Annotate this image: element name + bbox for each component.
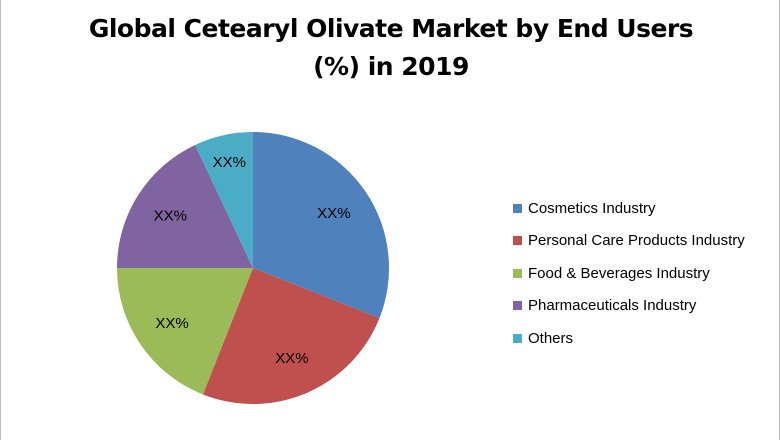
legend-label: Others xyxy=(528,329,574,347)
legend-item: Others xyxy=(513,322,745,355)
legend-item: Personal Care Products Industry xyxy=(513,225,745,258)
title-line-1: Global Cetearyl Olivate Market by End Us… xyxy=(88,14,694,43)
data-label-3: XX% xyxy=(154,208,187,225)
legend: Cosmetics Industry Personal Care Products… xyxy=(513,192,745,355)
data-label-2: XX% xyxy=(155,315,188,332)
legend-swatch xyxy=(513,236,522,246)
legend-item: Pharmaceuticals Industry xyxy=(513,290,745,323)
legend-label: Personal Care Products Industry xyxy=(528,232,745,250)
chart-title: Global Cetearyl Olivate Market by End Us… xyxy=(1,10,779,86)
pie-slice-3 xyxy=(117,144,253,268)
legend-label: Pharmaceuticals Industry xyxy=(528,297,697,315)
legend-swatch xyxy=(513,301,522,311)
data-label-1: XX% xyxy=(275,350,308,367)
pie-slice-4 xyxy=(195,132,253,268)
legend-item: Food & Beverages Industry xyxy=(513,257,745,290)
legend-label: Food & Beverages Industry xyxy=(528,264,710,282)
legend-swatch xyxy=(513,203,522,213)
legend-swatch xyxy=(513,268,522,278)
legend-swatch xyxy=(513,333,522,343)
pie-slice-1 xyxy=(202,268,380,405)
data-label-0: XX% xyxy=(317,205,350,222)
pie-slice-2 xyxy=(117,268,253,395)
data-label-4: XX% xyxy=(213,154,246,171)
title-line-2: (%) in 2019 xyxy=(313,52,469,81)
legend-item: Cosmetics Industry xyxy=(513,192,745,225)
legend-label: Cosmetics Industry xyxy=(528,199,656,217)
pie-slice-0 xyxy=(253,132,390,319)
